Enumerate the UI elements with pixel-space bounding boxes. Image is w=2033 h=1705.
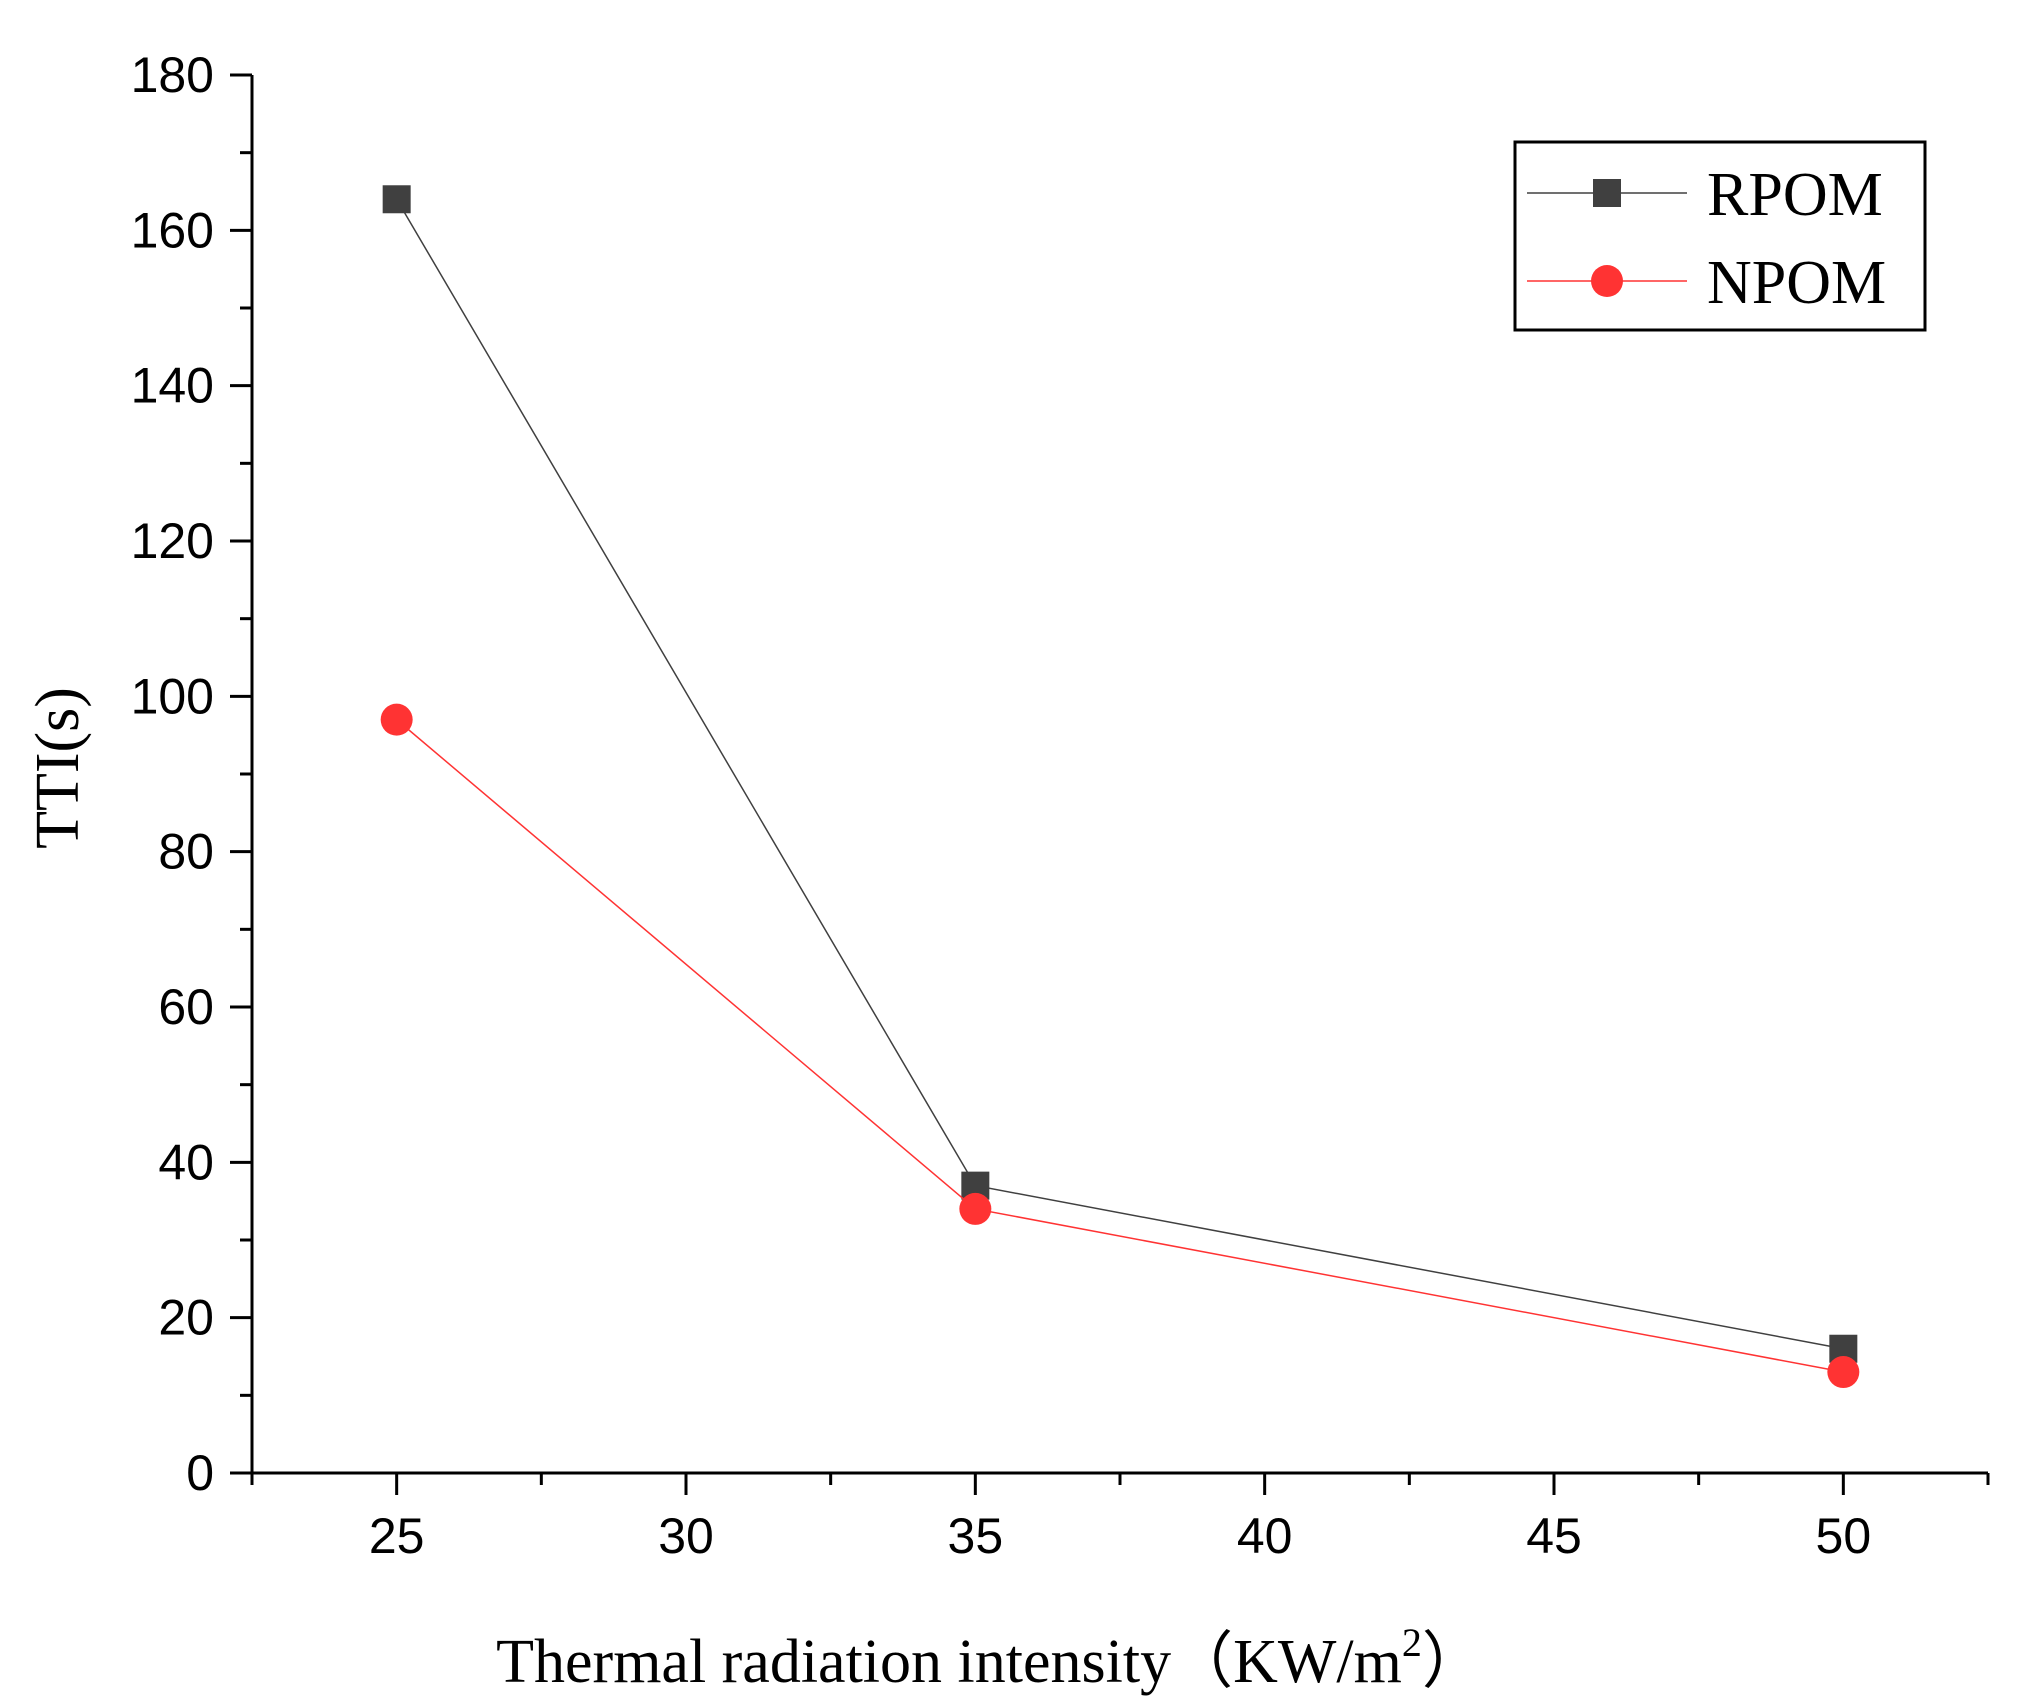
data-point <box>380 703 413 736</box>
y-tick-label: 120 <box>131 513 214 569</box>
y-tick-label: 80 <box>158 824 214 880</box>
x-axis-ticks: 25 30 35 40 45 50 <box>250 1473 1990 1564</box>
y-tick-label: 160 <box>131 202 214 258</box>
series-line <box>396 719 1844 1373</box>
x-axis-title: Thermal radiation intensity（KW/m2） <box>496 1620 1484 1696</box>
y-tick-label: 100 <box>131 668 214 724</box>
y-tick-label: 60 <box>158 979 214 1035</box>
y-tick-label: 0 <box>186 1445 214 1501</box>
legend-box <box>1513 140 1927 332</box>
x-axis-title-close: ） <box>1422 1628 1484 1696</box>
legend-item-npom: NPOM <box>1527 249 1886 317</box>
series-npom <box>380 703 1860 1389</box>
legend: RPOM NPOM <box>1513 140 1927 332</box>
y-tick-label: 40 <box>158 1134 214 1190</box>
x-axis-title-superscript: 2 <box>1402 1620 1422 1665</box>
series-layer <box>380 185 1860 1389</box>
data-point <box>1827 1356 1860 1389</box>
data-point <box>959 1192 992 1225</box>
x-tick-label: 25 <box>369 1508 425 1564</box>
y-tick-label: 180 <box>131 47 214 103</box>
legend-item-rpom: RPOM <box>1527 161 1883 229</box>
x-tick-label: 35 <box>948 1508 1004 1564</box>
series-rpom <box>382 185 1858 1363</box>
legend-marker <box>1593 179 1621 207</box>
series-line <box>396 198 1844 1350</box>
legend-marker <box>1591 265 1623 297</box>
x-tick-label: 40 <box>1237 1508 1293 1564</box>
x-tick-label: 30 <box>658 1508 714 1564</box>
legend-label: RPOM <box>1707 161 1883 229</box>
x-tick-label: 45 <box>1526 1508 1582 1564</box>
y-axis-ticks: 0 20 40 60 80 100 120 140 160 180 <box>131 47 252 1501</box>
data-point <box>382 185 411 214</box>
y-tick-label: 20 <box>158 1290 214 1346</box>
y-tick-label: 140 <box>131 358 214 414</box>
x-tick-label: 50 <box>1816 1508 1872 1564</box>
legend-label: NPOM <box>1707 249 1886 317</box>
y-axis-title: TTI(s) <box>24 687 92 849</box>
x-axis-title-main: Thermal radiation intensity（KW/m <box>496 1628 1402 1696</box>
